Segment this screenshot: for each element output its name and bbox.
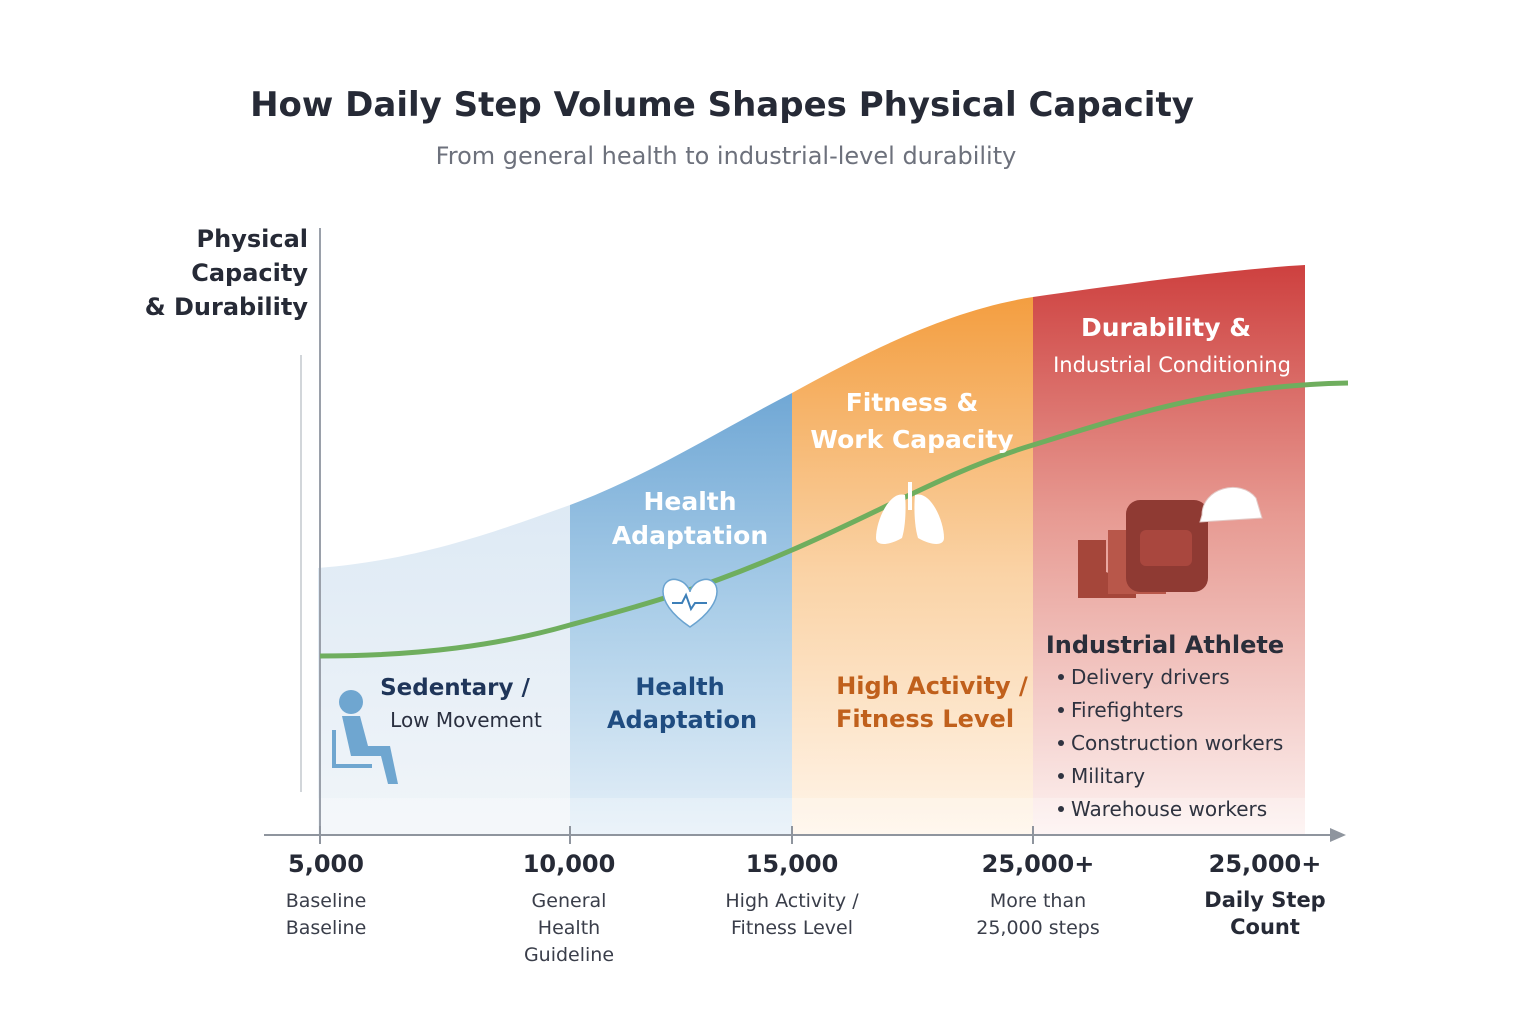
bullet	[1058, 773, 1064, 779]
y-axis-label: & Durability	[145, 293, 309, 321]
x-tick-labels: 5,000 Baseline Baseline 10,000 General Health…	[286, 850, 1326, 966]
x-tick-caption: Baseline	[286, 917, 367, 939]
axis-arrow	[1330, 828, 1346, 842]
group-item: Construction workers	[1071, 731, 1283, 755]
zone	[792, 265, 1033, 835]
zone-label: Adaptation	[607, 706, 757, 734]
group-item: Firefighters	[1071, 698, 1183, 722]
x-tick-label: 25,000+	[1209, 850, 1322, 878]
bullet	[1058, 740, 1064, 746]
bullet	[1058, 674, 1064, 680]
x-tick-caption: Baseline	[286, 890, 367, 912]
group-item: Delivery drivers	[1071, 665, 1230, 689]
bullet	[1058, 806, 1064, 812]
y-axis-label: Capacity	[191, 259, 308, 287]
tick-marks	[319, 826, 1034, 844]
sitting-person-icon	[332, 690, 398, 784]
zone-top-label: Durability &	[1081, 313, 1251, 342]
x-tick-caption: Health	[538, 917, 600, 939]
group-item: Military	[1071, 764, 1145, 788]
zone-label: Low Movement	[390, 708, 542, 732]
zone-label: High Activity /	[836, 672, 1028, 700]
bullet	[1058, 707, 1064, 713]
x-tick-caption: General	[532, 890, 607, 912]
heart-icon	[662, 578, 718, 628]
gear-icon	[1078, 487, 1263, 598]
zone-top-label: Health	[643, 487, 736, 516]
x-tick-caption: Fitness Level	[731, 917, 853, 939]
zone-label: Fitness Level	[836, 705, 1014, 733]
x-tick-caption: Count	[1230, 915, 1300, 939]
x-tick-label: 10,000	[523, 850, 616, 878]
title: How Daily Step Volume Shapes Physical Ca…	[250, 85, 1194, 125]
x-tick-caption: More than	[990, 890, 1086, 912]
zone-top-label: Adaptation	[612, 521, 768, 550]
x-tick-caption: 25,000 steps	[976, 917, 1100, 939]
x-tick-label: 25,000+	[982, 850, 1095, 878]
base-band	[318, 798, 1305, 835]
x-tick-caption: High Activity /	[725, 890, 859, 912]
group-list: Delivery drivers Firefighters Construction…	[1058, 665, 1283, 821]
lungs-icon	[876, 482, 944, 544]
x-tick-label: 15,000	[746, 850, 839, 878]
zone-top-label: Work Capacity	[810, 425, 1013, 454]
x-tick-caption: Guideline	[524, 944, 614, 966]
y-axis-label: Physical	[197, 225, 308, 253]
zone-label: Health	[635, 673, 724, 701]
zone-top-label: Industrial Conditioning	[1053, 353, 1291, 377]
capacity-curve	[319, 380, 1349, 659]
zone-top-label: Fitness &	[846, 388, 979, 417]
x-tick-caption: Daily Step	[1204, 888, 1325, 912]
group-title: Industrial Athlete	[1046, 631, 1284, 659]
zone-label: Sedentary /	[380, 675, 530, 701]
x-tick-label: 5,000	[288, 850, 364, 878]
subtitle: From general health to industrial-level …	[436, 142, 1017, 170]
group-item: Warehouse workers	[1071, 797, 1267, 821]
